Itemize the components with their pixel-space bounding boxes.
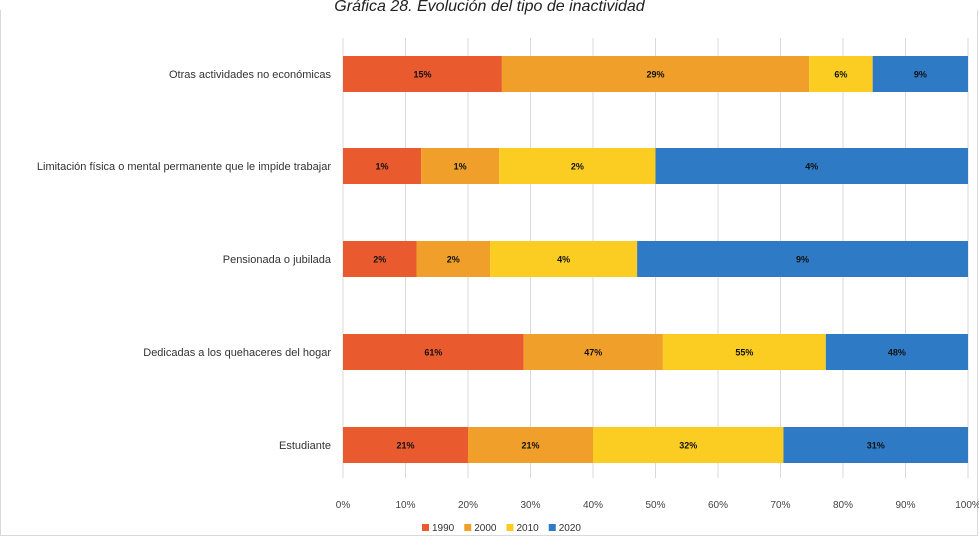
bar-segment <box>783 427 968 463</box>
x-tick-label: 90% <box>895 500 915 511</box>
legend-label: 2020 <box>559 523 582 534</box>
x-tick-label: 50% <box>645 500 665 511</box>
legend-swatch <box>464 524 472 531</box>
bar-segment <box>343 56 502 92</box>
bar-segment <box>501 56 810 92</box>
x-tick-label: 60% <box>708 500 728 511</box>
bar-segment <box>343 148 422 184</box>
bar-segment <box>343 427 468 463</box>
data-label: 21% <box>396 441 414 451</box>
legend: 1990 2000 2010 2020 <box>422 523 581 534</box>
bars: 15% 29% 6% 9% 1% 1% 2% 4% 2% 2% 4% 9% 61% 47% 55% 48% 21… <box>343 56 968 463</box>
data-label: 6% <box>834 70 847 80</box>
bar-segment <box>637 241 968 277</box>
x-tick-label: 10% <box>395 500 415 511</box>
legend-label: 1990 <box>432 523 455 534</box>
x-tick-label: 0% <box>336 500 351 511</box>
data-label: 2% <box>571 162 584 172</box>
category-label: Pensionada o jubilada <box>223 254 332 266</box>
x-tick-label: 40% <box>583 500 603 511</box>
category-label: Dedicadas a los quehaceres del hogar <box>143 347 331 359</box>
bar-segment <box>662 334 826 370</box>
legend-swatch <box>422 524 429 531</box>
data-label: 4% <box>557 255 570 265</box>
bar-segment <box>872 56 968 92</box>
data-label: 2% <box>447 255 460 265</box>
data-label: 55% <box>735 348 753 358</box>
category-label: Limitación física o mental permanente qu… <box>37 161 331 173</box>
data-label: 9% <box>914 70 927 80</box>
category-labels: Otras actividades no económicas Limitació… <box>37 69 332 452</box>
data-label: 9% <box>796 255 809 265</box>
category-label: Otras actividades no económicas <box>169 69 332 81</box>
legend-label: 2000 <box>474 523 497 534</box>
bar-segment <box>655 148 968 184</box>
data-label: 2% <box>373 255 386 265</box>
legend-swatch <box>548 524 556 531</box>
x-tick-labels: 0% 10% 20% 30% 40% 50% 60% 70% 80% 90% 100% <box>336 500 979 511</box>
data-label: 4% <box>805 162 818 172</box>
x-tick-label: 20% <box>458 500 478 511</box>
bar-segment <box>421 148 500 184</box>
category-label: Estudiante <box>279 440 331 452</box>
x-tick-label: 80% <box>833 500 853 511</box>
data-label: 21% <box>521 441 539 451</box>
chart-frame <box>0 10 978 536</box>
data-label: 29% <box>646 70 664 80</box>
bar-segment <box>593 427 784 463</box>
data-label: 1% <box>454 162 467 172</box>
data-label: 31% <box>867 441 885 451</box>
data-label: 15% <box>413 70 431 80</box>
bar-segment <box>343 334 524 370</box>
bar-segment <box>468 427 593 463</box>
bar-segment <box>416 241 491 277</box>
bar-segment <box>499 148 656 184</box>
x-tick-label: 70% <box>770 500 790 511</box>
chart-title: Gráfica 28. Evolución del tipo de inacti… <box>334 0 645 15</box>
data-label: 61% <box>424 348 442 358</box>
legend-swatch <box>506 524 514 531</box>
x-tick-label: 30% <box>520 500 540 511</box>
data-label: 32% <box>679 441 697 451</box>
bar-segment <box>343 241 417 277</box>
legend-label: 2010 <box>517 523 540 534</box>
data-label: 48% <box>888 348 906 358</box>
bar-segment <box>809 56 873 92</box>
data-label: 1% <box>376 162 389 172</box>
bar-segment <box>523 334 663 370</box>
bar-segment <box>490 241 638 277</box>
bar-segment <box>825 334 968 370</box>
x-tick-label: 100% <box>955 500 979 511</box>
data-label: 47% <box>584 348 602 358</box>
